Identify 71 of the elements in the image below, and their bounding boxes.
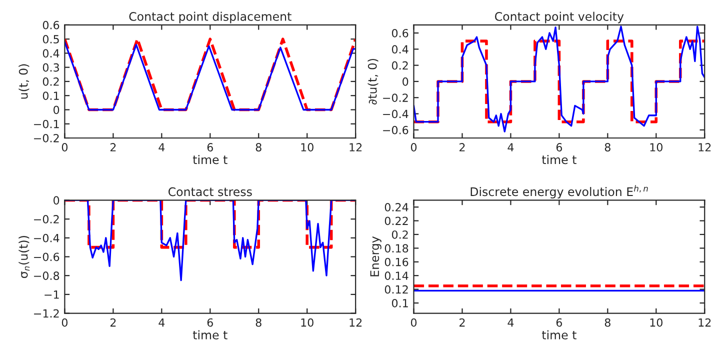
y-tick-label: 0.1	[42, 92, 59, 100]
y-tick-label: −0.6	[34, 252, 60, 262]
y-axis-title: σ$_{n}$(u(t))	[18, 236, 30, 278]
y-tick-label: −0.2	[383, 94, 408, 102]
y-tick-label: 0.5	[42, 35, 59, 44]
x-tick-label: 12	[350, 318, 362, 327]
y-tick-label: 0.4	[42, 49, 60, 58]
x-tick-label: 6	[556, 143, 562, 152]
x-tick-label: 2	[460, 143, 465, 152]
x-tick-label: 2	[460, 318, 465, 327]
y-tick-label: 0.6	[392, 28, 408, 38]
y-axis-title: ∂tu(t, 0)	[368, 58, 378, 104]
x-tick-label: 6	[207, 143, 213, 152]
y-tick-label: 0.1	[392, 298, 408, 308]
y-tick-label: −0.2	[34, 215, 59, 224]
x-tick-label: 10	[650, 143, 662, 152]
y-tick-label: −0.1	[34, 120, 59, 128]
y-tick-label: 0	[54, 196, 60, 205]
x-tick-label: 6	[207, 318, 213, 327]
x-tick-label: 0	[62, 318, 68, 327]
y-tick-label: −1	[44, 290, 59, 299]
y-tick-label: 0.2	[42, 77, 59, 86]
y-tick-label: 0.2	[392, 230, 408, 239]
x-tick-label: 6	[556, 318, 562, 327]
x-tick-label: 10	[301, 143, 314, 152]
x-tick-label: 8	[256, 143, 262, 152]
x-axis-title: time t	[542, 155, 576, 164]
y-tick-label: 0	[402, 77, 408, 86]
x-tick-label: 8	[604, 318, 610, 327]
y-tick-label: −0.4	[34, 234, 60, 242]
y-axis-title: Energy	[370, 236, 382, 276]
x-tick-label: 8	[604, 143, 610, 152]
y-tick-label: 0.12	[384, 285, 408, 294]
y-tick-label: 0.22	[384, 216, 408, 226]
y-tick-label: 0.3	[42, 63, 59, 72]
x-tick-label: 2	[110, 318, 116, 327]
x-tick-label: 10	[650, 318, 662, 327]
x-tick-label: 12	[350, 143, 362, 152]
x-tick-label: 4	[158, 143, 165, 152]
x-axis-title: time t	[542, 330, 576, 340]
chart-title: Contact point velocity	[495, 12, 624, 24]
y-tick-label: −0.6	[383, 126, 408, 134]
y-tick-label: 0.24	[384, 203, 408, 212]
y-tick-label: 0.18	[384, 244, 408, 253]
x-axis-title: time t	[192, 155, 228, 164]
x-tick-label: 4	[158, 318, 165, 327]
x-tick-label: 10	[301, 318, 314, 327]
x-tick-label: 4	[508, 143, 514, 152]
x-tick-label: 0	[62, 143, 68, 152]
y-tick-label: −1.2	[34, 309, 59, 318]
y-tick-label: 0.6	[42, 20, 60, 30]
y-tick-label: −0.2	[34, 134, 59, 142]
y-tick-label: 0	[54, 106, 60, 114]
x-tick-label: 2	[110, 143, 116, 152]
chart-title: Contact point displacement	[129, 12, 292, 24]
y-axis-title: u(t, 0)	[18, 64, 30, 99]
y-tick-label: 0.16	[384, 258, 408, 266]
y-tick-label: −0.4	[383, 110, 408, 118]
x-tick-label: 0	[410, 143, 417, 152]
x-axis-title: time t	[192, 330, 228, 340]
x-tick-label: 4	[508, 318, 514, 327]
y-tick-label: 0.4	[392, 45, 408, 54]
x-tick-label: 12	[698, 318, 711, 327]
y-tick-label: −0.8	[34, 272, 60, 280]
x-tick-label: 8	[256, 318, 262, 327]
y-tick-label: 0.14	[384, 272, 408, 280]
y-tick-label: 0.2	[392, 61, 408, 70]
x-tick-label: 0	[410, 318, 417, 327]
x-tick-label: 12	[698, 143, 711, 152]
chart-title: Contact stress	[168, 187, 252, 196]
chart-title: Discrete energy evolution E$^{h,n}$	[470, 185, 648, 198]
